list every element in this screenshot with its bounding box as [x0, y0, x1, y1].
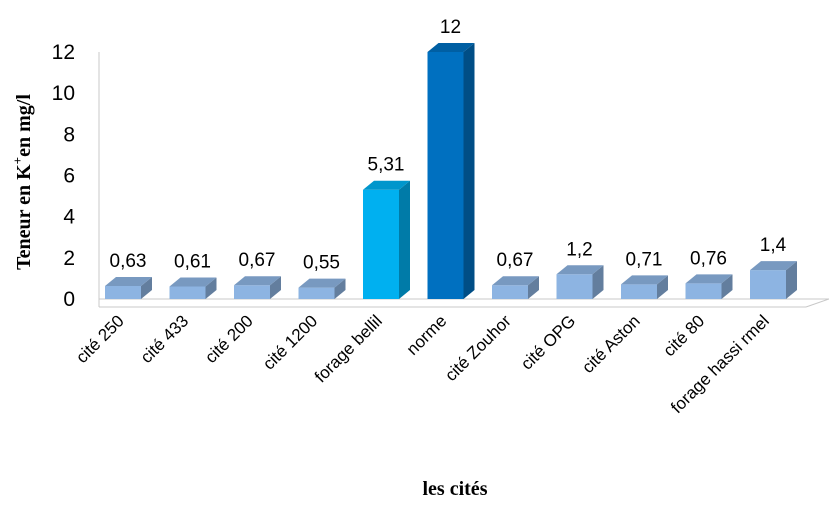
- x-axis-tick-labels: cité 250 cité 433 cité 200 cité 1200forage …: [72, 311, 773, 417]
- bar-side: [786, 261, 797, 299]
- data-label: 0,61: [174, 251, 211, 272]
- data-label: 0,71: [626, 249, 663, 270]
- y-axis-title: Teneur en K+en mg/l: [10, 94, 35, 270]
- bar-front: [298, 287, 335, 299]
- bar-front: [234, 285, 270, 299]
- bar: [234, 276, 281, 299]
- data-label: 1,4: [760, 235, 787, 256]
- bar-top: [621, 275, 668, 285]
- x-tick-label: cité OPG: [517, 311, 579, 373]
- bar-front: [105, 286, 141, 299]
- bar-front: [492, 285, 528, 299]
- bar-top: [685, 274, 733, 284]
- x-tick-label: norme: [403, 311, 451, 359]
- data-label: 12: [440, 17, 461, 38]
- bar-top: [234, 276, 281, 286]
- x-tick-label: cité Aston: [578, 311, 644, 377]
- bars: [105, 43, 797, 299]
- y-axis-ticks: 0 2 4 6 8 10 12: [52, 41, 76, 311]
- bar: [750, 261, 797, 299]
- bar-top: [363, 180, 410, 190]
- y-axis-title-unit: en mg/l: [13, 94, 35, 157]
- bar-side: [399, 180, 410, 299]
- bar-front: [621, 284, 657, 299]
- bar-side: [141, 277, 152, 299]
- bar: [621, 275, 668, 299]
- x-tick-label: cité Zouhor: [441, 311, 515, 385]
- floor-right-edge: [805, 298, 829, 308]
- bar-front: [169, 286, 206, 299]
- x-tick-label: cité 433: [137, 311, 193, 367]
- y-tick-label: 4: [63, 206, 75, 229]
- bar-side: [270, 276, 281, 299]
- bar-top: [105, 277, 152, 287]
- y-tick-label: 12: [52, 41, 75, 64]
- bar-side: [657, 275, 668, 299]
- x-tick-label: cité 80: [659, 311, 708, 360]
- bar-front: [750, 270, 786, 299]
- bar-top: [298, 278, 346, 288]
- bar-top: [427, 43, 475, 52]
- x-tick-label: cité 250: [72, 311, 128, 367]
- y-axis-title-main: Teneur en K: [13, 164, 35, 270]
- bar-top: [169, 277, 217, 287]
- x-tick-label: cité 1200: [259, 311, 321, 373]
- bar-top: [492, 276, 539, 286]
- bar: [363, 180, 410, 299]
- y-tick-label: 10: [52, 82, 75, 105]
- bar: [492, 276, 539, 299]
- bar-side: [721, 274, 733, 299]
- bar-top: [750, 261, 797, 271]
- bar: [427, 43, 475, 299]
- data-label: 0,67: [497, 250, 534, 271]
- data-label: 0,67: [239, 250, 276, 271]
- bar: [556, 265, 604, 299]
- bar: [169, 277, 217, 299]
- x-tick-label: cité 200: [201, 311, 257, 367]
- bar: [105, 277, 152, 299]
- bar-side: [334, 278, 346, 299]
- data-label: 1,2: [566, 239, 592, 260]
- bar-side: [528, 276, 539, 299]
- data-label: 0,63: [110, 251, 147, 272]
- bar-side: [592, 265, 604, 299]
- data-label: 5,31: [368, 155, 405, 176]
- bar-front: [556, 274, 593, 299]
- y-tick-label: 8: [63, 123, 75, 146]
- bar-top: [556, 265, 604, 275]
- bar-front: [363, 189, 399, 299]
- x-axis-title: les cités: [423, 478, 488, 500]
- bar: [298, 278, 346, 299]
- data-label: 0,55: [303, 253, 340, 274]
- y-tick-label: 2: [63, 247, 75, 270]
- bar-side: [463, 43, 475, 299]
- bar: [685, 274, 733, 299]
- bar-front: [427, 52, 464, 299]
- y-tick-label: 6: [63, 165, 75, 188]
- x-tick-label: forage bellil: [311, 311, 386, 386]
- y-axis-title-superscript: +: [10, 157, 25, 164]
- y-tick-label: 0: [63, 288, 75, 311]
- bar-front: [685, 283, 722, 299]
- data-labels: 0,63 0,61 0,67 0,55 5,31 12 0,67 1,2 0,71 0,76 1,4: [110, 17, 787, 274]
- bar-side: [205, 277, 217, 299]
- data-label: 0,76: [690, 248, 727, 269]
